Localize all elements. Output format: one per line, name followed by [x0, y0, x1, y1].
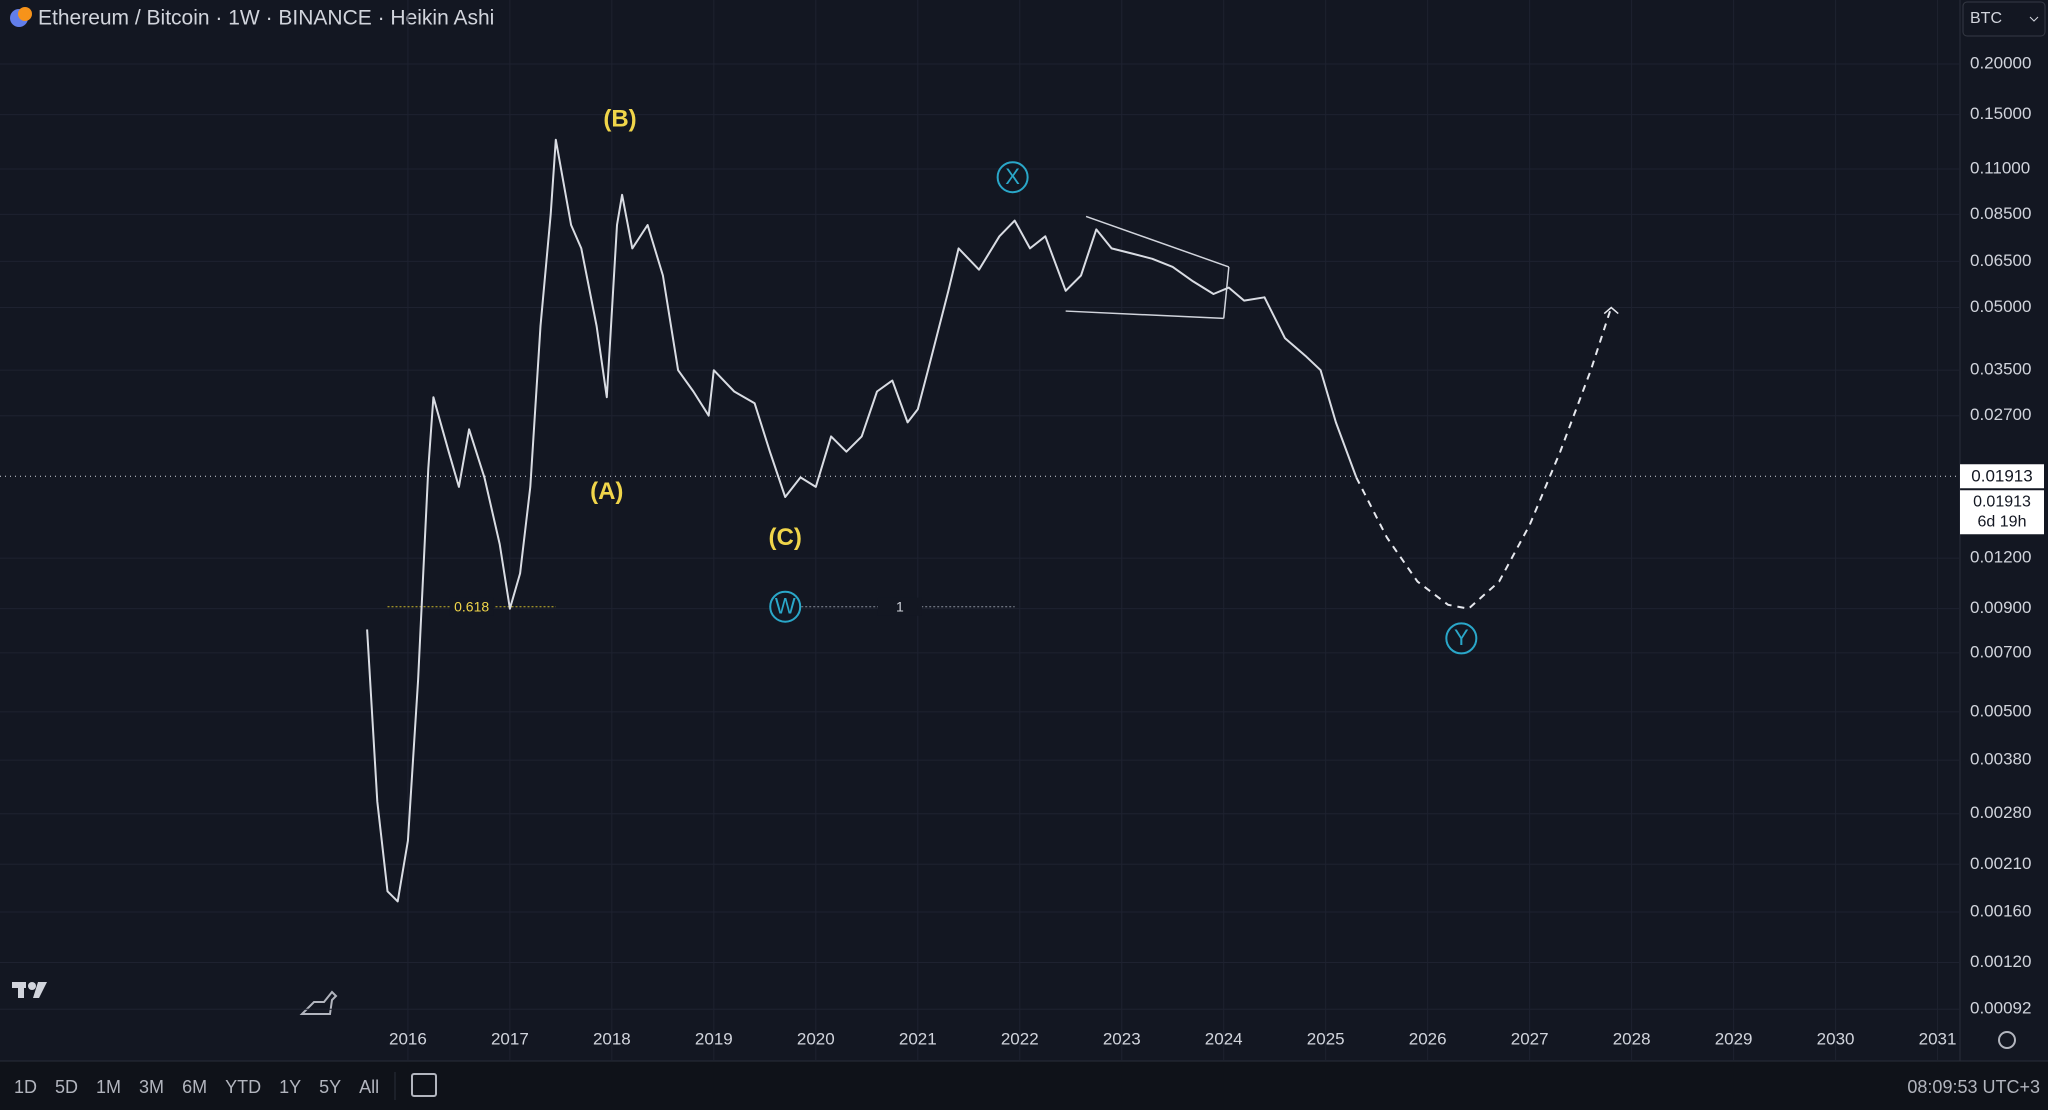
- fib-label: 0.618: [454, 598, 489, 614]
- x-tick-label: 2026: [1409, 1029, 1447, 1048]
- currency-selector[interactable]: [1962, 1, 2046, 37]
- x-tick-label: 2023: [1103, 1029, 1141, 1048]
- countdown-price: 0.01913: [1973, 493, 2031, 510]
- x-tick-label: 2018: [593, 1029, 631, 1048]
- x-tick-label: 2028: [1613, 1029, 1651, 1048]
- range-button[interactable]: 1Y: [279, 1077, 301, 1097]
- tradingview-logo: [12, 982, 47, 998]
- y-tick-label: 0.01200: [1970, 548, 2031, 567]
- x-tick-label: 2020: [797, 1029, 835, 1048]
- fib-label: 1: [896, 598, 904, 614]
- trendline: [1065, 310, 1224, 320]
- last-price-box: [1960, 464, 2044, 489]
- y-tick-label: 0.05000: [1970, 297, 2031, 316]
- y-tick-label: 0.00500: [1970, 701, 2031, 720]
- clock: 08:09:53 UTC+3: [1907, 1077, 2040, 1097]
- range-button[interactable]: YTD: [225, 1077, 261, 1097]
- wave-label: W: [775, 594, 796, 619]
- range-button[interactable]: 3M: [139, 1077, 164, 1097]
- x-tick-label: 2021: [899, 1029, 937, 1048]
- fib-label-bg: [449, 597, 494, 616]
- settings-icon[interactable]: [1998, 1031, 2016, 1049]
- range-button[interactable]: All: [359, 1077, 379, 1097]
- range-button[interactable]: 5Y: [319, 1077, 341, 1097]
- y-tick-label: 0.00280: [1970, 803, 2031, 822]
- bottom-toolbar: [0, 1061, 2048, 1110]
- y-tick-label: 0.02700: [1970, 405, 2031, 424]
- range-button[interactable]: 6M: [182, 1077, 207, 1097]
- range-button[interactable]: 1D: [14, 1077, 37, 1097]
- y-tick-label: 0.06500: [1970, 251, 2031, 270]
- x-tick-label: 2030: [1817, 1029, 1855, 1048]
- trendline: [1222, 266, 1230, 319]
- y-tick-label: 0.00700: [1970, 642, 2031, 661]
- y-tick-label: 0.15000: [1970, 104, 2031, 123]
- countdown-box: [1960, 490, 2044, 535]
- y-tick-label: 0.00160: [1970, 902, 2031, 921]
- y-tick-label: 0.00380: [1970, 750, 2031, 769]
- wave-label: (B): [603, 106, 636, 133]
- y-tick-label: 0.00092: [1970, 999, 2031, 1018]
- replay-icon[interactable]: [299, 990, 338, 1015]
- dropdown-arrow[interactable]: [2029, 16, 2039, 22]
- projection-arrow: [1603, 306, 1619, 315]
- wave-circle: [1445, 622, 1478, 655]
- y-tick-label: 0.11000: [1970, 159, 2030, 178]
- wave-label: (C): [769, 524, 802, 551]
- x-tick-label: 2025: [1307, 1029, 1345, 1048]
- x-tick-label: 2027: [1511, 1029, 1549, 1048]
- x-tick-label: 2031: [1919, 1029, 1957, 1048]
- x-tick-label: 2016: [389, 1029, 427, 1048]
- projection-line: [1355, 307, 1613, 610]
- range-button[interactable]: 5D: [55, 1077, 78, 1097]
- wave-label: Y: [1454, 625, 1469, 650]
- range-button[interactable]: 1M: [96, 1077, 121, 1097]
- x-tick-label: 2019: [695, 1029, 733, 1048]
- x-tick-label: 2024: [1205, 1029, 1243, 1048]
- y-tick-label: 0.00120: [1970, 952, 2031, 971]
- chart-title: Ethereum / Bitcoin · 1W · BINANCE · Heik…: [38, 7, 494, 30]
- y-tick-label: 0.08500: [1970, 204, 2031, 223]
- currency-label[interactable]: BTC: [1970, 10, 2002, 27]
- countdown: 6d 19h: [1978, 513, 2027, 530]
- y-tick-label: 0.00210: [1970, 854, 2031, 873]
- wave-label: (A): [590, 478, 623, 505]
- x-tick-label: 2017: [491, 1029, 529, 1048]
- btc-icon: [18, 7, 32, 21]
- y-tick-label: 0.03500: [1970, 360, 2031, 379]
- date-range-icon[interactable]: [411, 1073, 437, 1097]
- wave-label: X: [1005, 164, 1020, 189]
- x-tick-label: 2022: [1001, 1029, 1039, 1048]
- last-price-label: 0.01913: [1971, 467, 2032, 486]
- trendline: [1085, 215, 1230, 268]
- price-line: [366, 138, 1358, 903]
- wave-circle: [769, 590, 802, 623]
- fib-label-bg: [877, 597, 922, 616]
- wave-circle: [996, 161, 1029, 194]
- x-tick-label: 2029: [1715, 1029, 1753, 1048]
- y-tick-label: 0.20000: [1970, 54, 2031, 73]
- y-tick-label: 0.00900: [1970, 598, 2031, 617]
